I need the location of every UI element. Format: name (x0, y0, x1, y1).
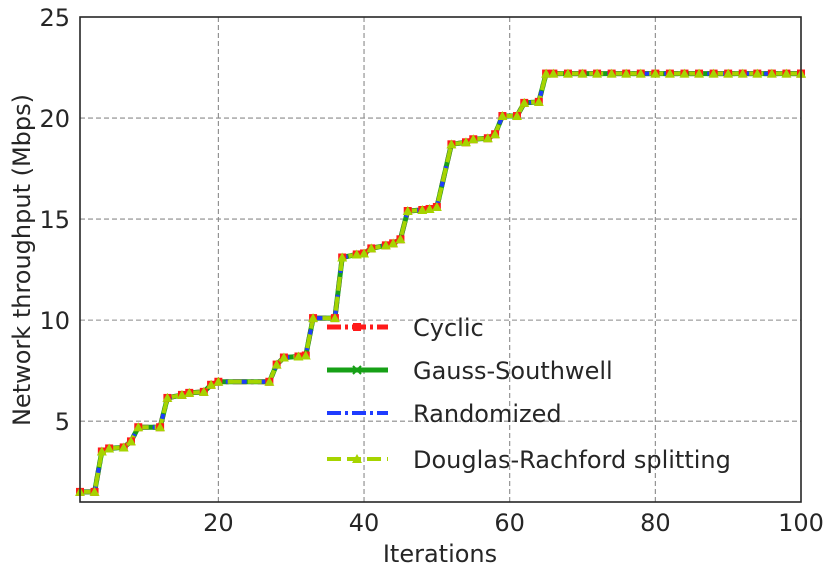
data-point-douglas-rachford (431, 201, 442, 211)
data-point-douglas-rachford (118, 442, 129, 452)
data-point-douglas-rachford (650, 68, 661, 78)
data-point-douglas-rachford (213, 376, 224, 386)
data-point-douglas-rachford (541, 68, 552, 78)
data-point-douglas-rachford (766, 68, 777, 78)
data-point-douglas-rachford (271, 359, 282, 369)
data-point-douglas-rachford (752, 68, 763, 78)
data-point-douglas-rachford (402, 206, 413, 215)
grid-lines (80, 17, 801, 502)
y-axis-label: Network throughput (Mbps) (8, 94, 36, 426)
plot-frame (79, 16, 802, 503)
data-point-douglas-rachford (366, 243, 377, 253)
x-tick-label: 40 (349, 509, 380, 537)
data-point-douglas-rachford (337, 252, 348, 262)
x-axis-label: Iterations (383, 540, 497, 568)
data-point-douglas-rachford (133, 422, 144, 432)
data-point-douglas-rachford (482, 133, 493, 143)
data-point-douglas-rachford (125, 436, 136, 446)
data-point-douglas-rachford (664, 68, 675, 78)
data-point-douglas-rachford (737, 68, 748, 78)
x-tick-label: 60 (494, 509, 525, 537)
data-point-douglas-rachford (104, 443, 115, 453)
data-point-douglas-rachford (519, 97, 530, 107)
series-line-cyclic (80, 71, 801, 495)
data-point-douglas-rachford (577, 68, 588, 78)
series-line-douglas-rachford-splitting (80, 71, 801, 494)
series-line-gauss-southwell (80, 71, 801, 495)
data-point-douglas-rachford (621, 68, 632, 78)
data-point-douglas-rachford (635, 68, 646, 78)
data-point-douglas-rachford (329, 313, 340, 323)
y-tick-label: 15 (39, 206, 70, 234)
data-point-douglas-rachford (395, 234, 406, 244)
x-tick-labels: 20 40 60 80 100 (203, 509, 824, 537)
y-tick-label: 20 (39, 105, 70, 133)
data-point-douglas-rachford (162, 392, 173, 402)
y-tick-labels: 5 10 15 20 25 (39, 4, 70, 436)
data-point-douglas-rachford (198, 386, 209, 396)
data-point-douglas-rachford (206, 379, 217, 389)
data-point-douglas-rachford (308, 313, 319, 323)
data-point-douglas-rachford (468, 134, 479, 144)
legend-marker (353, 323, 361, 331)
legend-label: Randomized (413, 400, 562, 428)
y-tick-label: 25 (39, 4, 70, 32)
data-point-douglas-rachford (300, 350, 311, 360)
y-tick-label: 5 (55, 408, 70, 436)
data-point-douglas-rachford (511, 111, 522, 121)
data-point-douglas-rachford (694, 68, 705, 78)
x-tick-label: 80 (640, 509, 671, 537)
data-point-douglas-rachford (388, 238, 399, 248)
legend-marker (352, 365, 362, 375)
series-markers (75, 68, 806, 496)
series-lines (80, 71, 801, 495)
data-point-douglas-rachford (417, 204, 428, 214)
data-point-douglas-rachford (606, 68, 617, 78)
data-point-douglas-rachford (723, 68, 734, 78)
data-point-douglas-rachford (264, 376, 275, 386)
x-tick-label: 20 (203, 509, 234, 537)
data-point-douglas-rachford (562, 68, 573, 78)
data-point-douglas-rachford (155, 422, 166, 432)
data-point-douglas-rachford (446, 139, 457, 149)
data-point-douglas-rachford (490, 129, 501, 139)
data-point-douglas-rachford (781, 68, 792, 78)
data-point-douglas-rachford (533, 96, 544, 106)
legend-label: Douglas-Rachford splitting (413, 446, 731, 474)
legend: Cyclic Gauss-Southwell Randomized Douglas-R… (327, 314, 731, 474)
data-point-douglas-rachford (548, 68, 559, 78)
data-point-douglas-rachford (96, 446, 107, 456)
data-point-douglas-rachford (278, 352, 289, 362)
legend-label: Gauss-Southwell (413, 357, 613, 385)
data-point-douglas-rachford (460, 137, 471, 147)
data-point-douglas-rachford (89, 486, 100, 496)
data-point-douglas-rachford (592, 68, 603, 78)
data-point-douglas-rachford (184, 387, 195, 397)
data-point-douglas-rachford (293, 351, 304, 361)
data-point-douglas-rachford (679, 68, 690, 78)
y-tick-label: 10 (39, 307, 70, 335)
data-point-douglas-rachford (351, 249, 362, 259)
legend-marker (352, 454, 362, 463)
data-point-douglas-rachford (359, 248, 370, 258)
data-point-douglas-rachford (497, 111, 508, 121)
data-point-douglas-rachford (708, 68, 719, 78)
legend-label: Cyclic (413, 314, 484, 342)
x-tick-label: 100 (778, 509, 824, 537)
series-line-randomized (80, 71, 801, 494)
